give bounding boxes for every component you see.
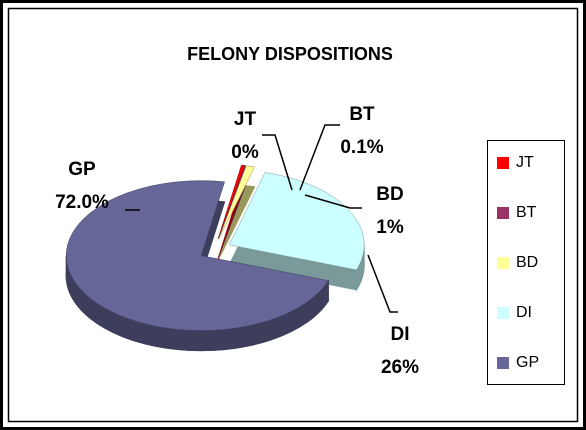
legend-swatch — [497, 207, 509, 219]
legend-label: BT — [516, 204, 537, 221]
leader-line — [299, 124, 340, 191]
legend-label: GP — [516, 354, 539, 371]
data-label-value: 0.1% — [340, 137, 383, 158]
chart-title: FELONY DISPOSITIONS — [187, 44, 393, 64]
data-label-value: 1% — [376, 217, 404, 238]
legend-label: JT — [516, 154, 534, 171]
leader-line — [304, 194, 362, 209]
legend-label: DI — [516, 304, 532, 321]
inner-frame — [7, 7, 579, 423]
slice — [217, 165, 247, 240]
data-label-name: JT — [234, 109, 257, 130]
legend-swatch — [497, 357, 509, 369]
data-label-value: 0% — [231, 142, 259, 163]
data-label-value: 72.0% — [55, 192, 109, 213]
legend-swatch — [497, 307, 509, 319]
data-label-value: 26% — [381, 357, 419, 378]
leader-line — [367, 254, 398, 313]
data-label-name: BD — [376, 184, 403, 205]
data-label-name: BT — [349, 104, 375, 125]
legend-swatch — [497, 257, 509, 269]
data-label-name: DI — [391, 324, 410, 345]
data-label-name: GP — [68, 159, 96, 180]
slice-bottom — [218, 185, 256, 260]
legend-swatch — [497, 157, 509, 169]
slice — [65, 180, 329, 331]
slice — [218, 165, 256, 240]
legend-label: BD — [516, 254, 538, 271]
leader-line — [262, 134, 293, 191]
